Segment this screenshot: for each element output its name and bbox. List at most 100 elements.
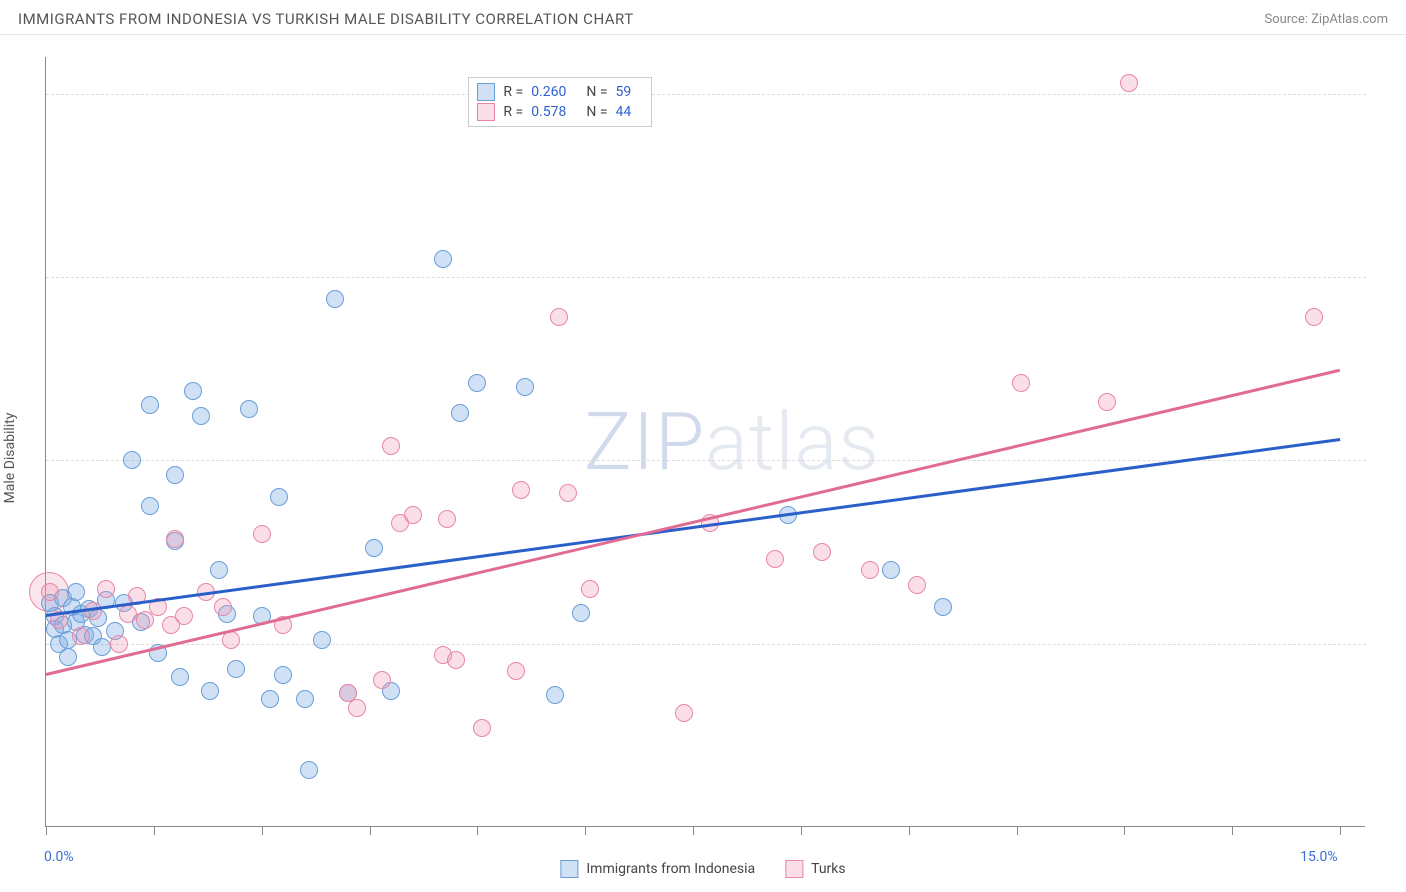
data-point	[59, 648, 77, 666]
data-point	[184, 382, 202, 400]
data-point	[512, 481, 530, 499]
data-point	[296, 690, 314, 708]
data-point	[813, 543, 831, 561]
watermark-light: atlas	[705, 395, 880, 489]
data-point	[434, 250, 452, 268]
gridline	[46, 94, 1366, 95]
stat-r-value: 0.260	[531, 84, 566, 100]
data-point	[41, 583, 59, 601]
x-tick	[1340, 827, 1341, 835]
data-point	[240, 400, 258, 418]
chart-title: IMMIGRANTS FROM INDONESIA VS TURKISH MAL…	[18, 10, 634, 28]
x-tick	[46, 827, 47, 835]
data-point	[261, 690, 279, 708]
data-point	[516, 378, 534, 396]
data-point	[559, 484, 577, 502]
data-point	[119, 605, 137, 623]
data-point	[175, 607, 193, 625]
series-legend: Immigrants from Indonesia Turks	[560, 860, 845, 878]
source-prefix: Source:	[1264, 12, 1311, 27]
data-point	[908, 576, 926, 594]
data-point	[882, 561, 900, 579]
data-point	[210, 561, 228, 579]
data-point	[270, 488, 288, 506]
data-point	[468, 374, 486, 392]
data-point	[214, 598, 232, 616]
data-point	[166, 530, 184, 548]
watermark-bold: ZIP	[584, 395, 705, 489]
data-point	[348, 699, 366, 717]
legend-swatch	[560, 860, 578, 878]
data-point	[546, 686, 564, 704]
data-point	[473, 719, 491, 737]
data-point	[438, 510, 456, 528]
x-tick	[154, 827, 155, 835]
stat-n-value: 59	[616, 84, 632, 100]
legend-item: Immigrants from Indonesia	[560, 860, 755, 878]
gridline	[46, 277, 1366, 278]
x-tick	[1232, 827, 1233, 835]
x-tick	[801, 827, 802, 835]
stat-r-label: R =	[503, 104, 523, 120]
x-tick	[262, 827, 263, 835]
x-tick	[1017, 827, 1018, 835]
data-point	[72, 627, 90, 645]
data-point	[572, 604, 590, 622]
data-point	[581, 580, 599, 598]
stat-n-value: 44	[616, 104, 632, 120]
stat-r-label: R =	[503, 84, 523, 100]
trend-line	[46, 369, 1341, 676]
legend-swatch	[785, 860, 803, 878]
x-tick	[1124, 827, 1125, 835]
data-point	[1305, 308, 1323, 326]
data-point	[1120, 74, 1138, 92]
data-point	[67, 583, 85, 601]
data-point	[326, 290, 344, 308]
data-point	[123, 451, 141, 469]
stat-n-label: N =	[586, 84, 607, 100]
data-point	[110, 635, 128, 653]
data-point	[1012, 374, 1030, 392]
data-point	[934, 598, 952, 616]
stats-row: R = 0.260 N = 59	[477, 82, 643, 102]
scatter-plot: ZIPatlas 0.0%15.0%R =0.260N =59R =0.578N…	[45, 57, 1365, 827]
data-point	[550, 308, 568, 326]
data-point	[382, 437, 400, 455]
x-tick	[585, 827, 586, 835]
x-tick	[370, 827, 371, 835]
data-point	[447, 651, 465, 669]
stat-r-value: 0.578	[531, 104, 566, 120]
y-axis-label: Male Disability	[2, 412, 18, 503]
stat-n-label: N =	[586, 104, 607, 120]
source-name: ZipAtlas.com	[1311, 12, 1388, 27]
data-point	[141, 497, 159, 515]
data-point	[141, 396, 159, 414]
chart-area: Male Disability ZIPatlas 0.0% 15.0% R = 0.2…	[0, 35, 1406, 880]
data-point	[192, 407, 210, 425]
data-point	[861, 561, 879, 579]
data-point	[166, 466, 184, 484]
trend-line	[46, 438, 1340, 616]
chart-header: IMMIGRANTS FROM INDONESIA VS TURKISH MAL…	[0, 0, 1406, 35]
data-point	[274, 666, 292, 684]
stats-row: R = 0.578 N = 44	[477, 102, 643, 122]
data-point	[171, 668, 189, 686]
data-point	[313, 631, 331, 649]
legend-swatch	[477, 103, 495, 121]
data-point	[404, 506, 422, 524]
data-point	[253, 525, 271, 543]
data-point	[201, 682, 219, 700]
data-point	[675, 704, 693, 722]
stats-legend: R = 0.260 N = 59 R = 0.578 N = 44	[468, 77, 652, 127]
data-point	[300, 761, 318, 779]
x-tick-label: 15.0%	[1300, 849, 1338, 865]
watermark: ZIPatlas	[584, 395, 880, 489]
data-point	[222, 631, 240, 649]
gridline	[46, 644, 1366, 645]
data-point	[507, 662, 525, 680]
legend-label: Turks	[811, 861, 846, 877]
x-tick	[477, 827, 478, 835]
x-tick-label: 0.0%	[44, 849, 74, 865]
legend-label: Immigrants from Indonesia	[586, 861, 755, 877]
x-tick	[909, 827, 910, 835]
